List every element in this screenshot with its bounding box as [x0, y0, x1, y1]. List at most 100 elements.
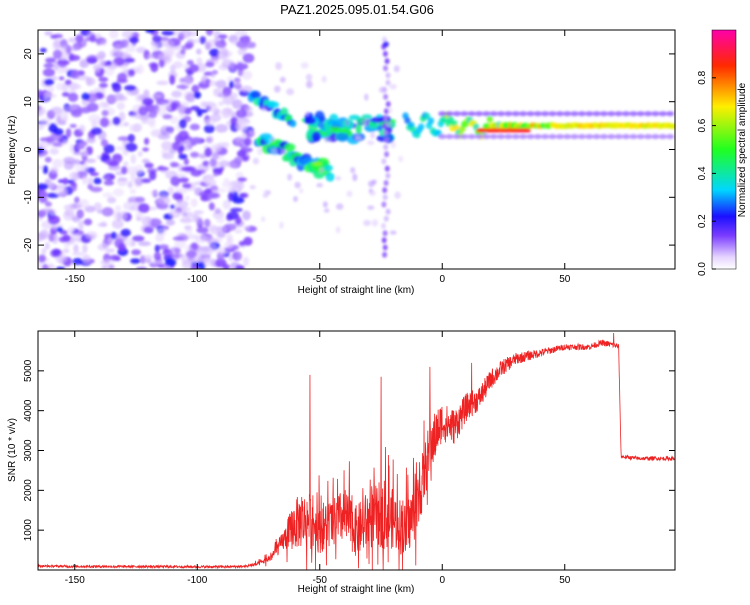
heatmap-noise-cell: [109, 254, 121, 261]
heatmap-noise-cell: [112, 153, 123, 164]
heatmap-vertical-streak-cell: [385, 101, 391, 108]
heatmap-noise-cell: [75, 165, 84, 172]
heatmap-noise-cell: [236, 62, 244, 71]
heatmap-noise-cell: [98, 101, 108, 109]
heatmap-noise-cell: [53, 38, 62, 49]
heatmap-noise-cell: [169, 116, 180, 124]
heatmap-dominant-tone-core: [525, 128, 531, 133]
colorbar-tick-label: 0.8: [697, 70, 708, 84]
heatmap-dominant-tone-halo: [622, 111, 630, 117]
heatmap-noise-cell: [235, 216, 242, 225]
heatmap-noise-cell: [167, 186, 174, 195]
colorbar-tick-label: 0.4: [697, 166, 708, 180]
heatmap-noise-cell: [56, 114, 62, 122]
heatmap-noise-cell: [239, 120, 246, 130]
heatmap-noise-cell: [205, 30, 213, 36]
heatmap-noise-cell: [204, 147, 213, 158]
heatmap-noise-cell: [319, 167, 325, 174]
heatmap-noise-cell: [190, 242, 199, 250]
heatmap-noise-cell: [146, 54, 156, 59]
heatmap-noise-cell: [190, 198, 198, 208]
heatmap-noise-cell: [38, 254, 47, 263]
heatmap-noise-cell: [305, 111, 310, 117]
heatmap-noise-cell: [189, 64, 200, 73]
heatmap-noise-cell: [182, 207, 191, 212]
heatmap-noise-cell: [72, 215, 80, 223]
heatmap-noise-cell: [130, 154, 137, 164]
heatmap-noise-cell: [85, 231, 98, 240]
heatmap-noise-cell: [59, 45, 69, 50]
heatmap-noise-cell: [138, 203, 150, 214]
heatmap-y-tick-label: 10: [23, 96, 34, 108]
heatmap-noise-cell: [150, 190, 158, 196]
heatmap-noise-cell: [123, 201, 133, 211]
heatmap-noise-cell: [150, 129, 163, 137]
heatmap-noise-cell: [120, 39, 129, 48]
snr-y-tick-label: 3000: [23, 439, 34, 462]
heatmap-noise-cell: [120, 228, 131, 237]
heatmap-lower-branch-cell: [284, 143, 296, 152]
heatmap-noise-cell: [101, 265, 107, 269]
heatmap-noise-cell: [78, 124, 86, 133]
heatmap-dominant-tone-halo: [475, 134, 483, 140]
heatmap-noise-cell: [112, 83, 122, 93]
heatmap-vertical-streak-cell: [383, 93, 389, 100]
heatmap-noise-cell: [144, 137, 150, 145]
heatmap-noise-cell: [43, 63, 54, 69]
heatmap-noise-cell: [169, 74, 176, 85]
heatmap-noise-cell: [233, 156, 243, 165]
heatmap-noise-cell: [86, 136, 96, 144]
heatmap-noise-cell: [160, 125, 173, 135]
heatmap-noise-cell: [50, 34, 58, 39]
heatmap-noise-cell: [232, 99, 243, 110]
heatmap-noise-cell: [41, 208, 54, 214]
heatmap-noise-cell: [204, 39, 213, 50]
heatmap-noise-cell: [366, 140, 375, 146]
heatmap-noise-cell: [131, 249, 142, 256]
colorbar-tick-label: 0.0: [697, 262, 708, 276]
heatmap-noise-cell: [38, 183, 49, 190]
heatmap-noise-cell: [115, 205, 122, 212]
heatmap-noise-cell: [226, 233, 233, 243]
heatmap-noise-cell: [68, 37, 76, 43]
heatmap-dominant-tone-halo: [651, 134, 660, 140]
heatmap-noise-cell: [114, 44, 122, 49]
heatmap-x-tick-label: 0: [439, 274, 445, 285]
heatmap-noise-cell: [207, 242, 217, 253]
snr-series-line: [38, 332, 675, 570]
heatmap-noise-cell: [184, 225, 192, 230]
heatmap-noise-cell: [85, 77, 96, 86]
heatmap-noise-cell: [361, 118, 370, 127]
heatmap-dominant-tone-halo: [511, 111, 520, 117]
heatmap-noise-cell: [130, 240, 136, 247]
heatmap-dominant-tone-halo: [636, 111, 645, 117]
heatmap-dominant-tone-cell: [423, 112, 431, 120]
heatmap-noise-cell: [203, 188, 214, 193]
heatmap-noise-cell: [98, 82, 108, 88]
heatmap-noise-cell: [161, 141, 173, 151]
heatmap-noise-cell: [229, 80, 234, 89]
heatmap-dominant-tone-halo: [504, 111, 513, 117]
heatmap-blobs: [38, 30, 675, 269]
heatmap-x-tick-label: -150: [65, 274, 85, 285]
heatmap-noise-cell: [169, 209, 181, 219]
heatmap-noise-cell: [363, 219, 371, 227]
heatmap-noise-cell: [214, 258, 227, 268]
heatmap-dominant-tone-halo: [577, 134, 586, 140]
heatmap-noise-cell: [134, 164, 144, 175]
heatmap-dominant-tone-cell: [418, 123, 425, 131]
heatmap-noise-cell: [192, 39, 201, 44]
heatmap-noise-cell: [216, 217, 225, 224]
heatmap-y-tick-label: 0: [23, 146, 34, 152]
heatmap-noise-cell: [118, 243, 127, 252]
heatmap-noise-cell: [242, 53, 255, 63]
heatmap-noise-cell: [323, 137, 332, 143]
heatmap-noise-cell: [110, 231, 118, 240]
heatmap-noise-cell: [79, 106, 92, 114]
heatmap-noise-cell: [72, 257, 83, 265]
heatmap-noise-cell: [196, 48, 202, 55]
heatmap-noise-cell: [73, 159, 80, 164]
heatmap-dominant-tone-halo: [467, 134, 476, 140]
heatmap-noise-cell: [64, 79, 72, 86]
heatmap-noise-cell: [99, 117, 110, 128]
